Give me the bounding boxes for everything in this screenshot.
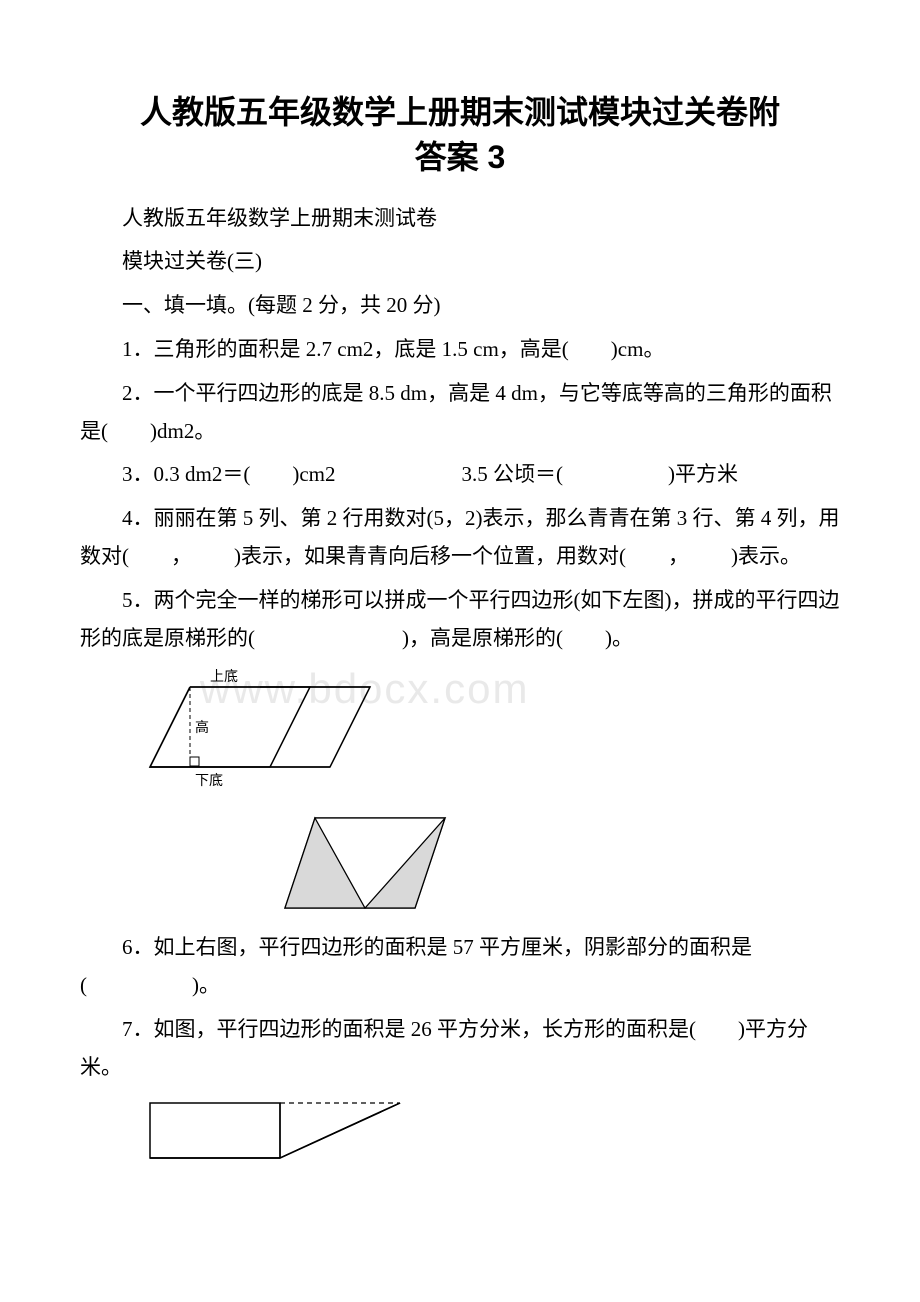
figure-trapezoid-parallelogram: 上底 高 [140,667,840,802]
question-3: 3．0.3 dm2＝( )cm2 3.5 公顷＝( )平方米 [80,456,840,494]
label-height: 高 [195,719,209,736]
document-title: 人教版五年级数学上册期末测试模块过关卷附 答案 3 [80,90,840,180]
label-top: 上底 [210,669,238,685]
figure-rectangle-parallelogram [140,1093,840,1178]
question-2: 2．一个平行四边形的底是 8.5 dm，高是 4 dm，与它等底等高的三角形的面… [80,375,840,451]
figure-parallelogram-shaded [280,808,840,923]
label-bottom: 下底 [195,773,223,789]
question-1: 1．三角形的面积是 2.7 cm2，底是 1.5 cm，高是( )cm。 [80,331,840,369]
question-6: 6．如上右图，平行四边形的面积是 57 平方厘米，阴影部分的面积是( )。 [80,929,840,1005]
title-line-2: 答案 3 [415,139,506,175]
section-1-heading: 一、填一填。(每题 2 分，共 20 分) [80,287,840,325]
question-5: 5．两个完全一样的梯形可以拼成一个平行四边形(如下左图)，拼成的平行四边形的底是… [80,582,840,658]
subtitle-1: 人教版五年级数学上册期末测试卷 [80,200,840,238]
question-7: 7．如图，平行四边形的面积是 26 平方分米，长方形的面积是( )平方分米。 [80,1011,840,1087]
title-line-1: 人教版五年级数学上册期末测试模块过关卷附 [140,94,780,130]
question-4: 4．丽丽在第 5 列、第 2 行用数对(5，2)表示，那么青青在第 3 行、第 … [80,500,840,576]
subtitle-2: 模块过关卷(三) [80,243,840,281]
